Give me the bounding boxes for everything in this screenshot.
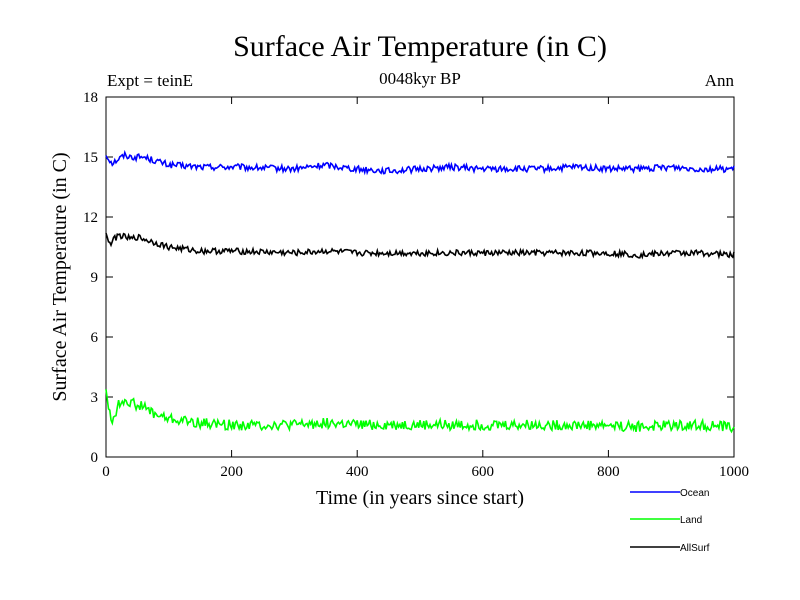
x-tick-label: 0 <box>102 464 110 480</box>
y-tick-label: 12 <box>83 210 98 226</box>
axis-ticks: 0 200 400 600 800 1000 0 3 6 9 12 15 18 <box>83 90 749 480</box>
series-lines <box>105 149 735 434</box>
plot-frame <box>105 96 735 458</box>
x-tick-label: 600 <box>472 464 495 480</box>
series-line-land <box>105 389 735 434</box>
series-line-allsurf <box>105 232 735 260</box>
legend: Ocean Land AllSurf <box>630 488 710 554</box>
y-tick-label: 3 <box>91 390 99 406</box>
x-tick-label: 800 <box>597 464 620 480</box>
x-tick-label: 400 <box>346 464 369 480</box>
legend-label-ocean: Ocean <box>680 488 709 499</box>
chart-title: Surface Air Temperature (in C) <box>233 30 607 63</box>
x-axis-label: Time (in years since start) <box>316 487 524 509</box>
season-label: Ann <box>705 71 735 90</box>
y-tick-label: 9 <box>91 270 99 286</box>
legend-label-land: Land <box>680 515 702 526</box>
legend-label-allsurf: AllSurf <box>680 543 710 554</box>
y-tick-label: 6 <box>91 330 99 346</box>
y-tick-label: 15 <box>83 150 98 166</box>
series-line-ocean <box>105 149 735 176</box>
y-tick-label: 18 <box>83 90 98 106</box>
period-label: 0048kyr BP <box>379 69 461 88</box>
x-tick-label: 200 <box>220 464 243 480</box>
y-axis-label: Surface Air Temperature (in C) <box>49 152 71 401</box>
x-tick-label: 1000 <box>719 464 749 480</box>
y-tick-label: 0 <box>91 450 99 466</box>
experiment-label: Expt = teinE <box>107 71 193 90</box>
